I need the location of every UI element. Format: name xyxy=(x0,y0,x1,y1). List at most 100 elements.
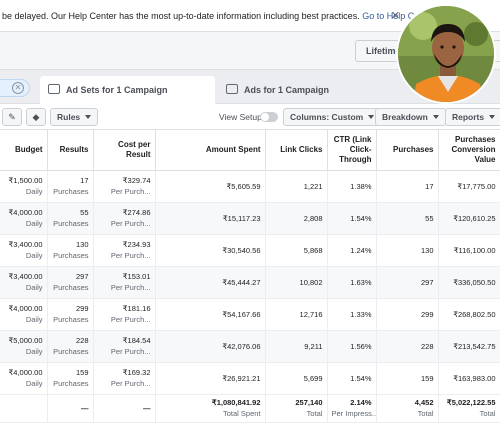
conversion-value-cell: ₹17,775.00 xyxy=(438,170,500,203)
link-clicks-cell-value: 1,221 xyxy=(303,181,323,191)
conversion-value-cell-value: ₹120,610.25 xyxy=(453,213,496,223)
cost-per-result-cell-sub: Per Purch... xyxy=(110,283,151,292)
totals-row: — — ₹1,080,841.92 Total Spent 257,140 Total 2.… xyxy=(0,393,500,423)
total-spent-cell-value: ₹1,080,841.92 xyxy=(211,398,261,407)
breakdown-button[interactable]: Breakdown xyxy=(375,108,446,126)
ctr-cell-value: 1.54% xyxy=(350,213,372,223)
help-center-link[interactable]: Go to Help Center xyxy=(362,11,435,21)
table-row[interactable]: ₹4,000.00 Daily 55 Purchases ₹274.86 Per Purc… xyxy=(0,202,500,235)
link-clicks-cell: 2,808 xyxy=(265,202,328,235)
amount-spent-cell-value: ₹30,540.56 xyxy=(222,245,261,255)
cost-per-result-cell-sub: Per Purch... xyxy=(110,251,151,260)
column-header-cost-per-result[interactable]: Cost per Result xyxy=(93,130,156,171)
ctr-cell: 1.33% xyxy=(327,298,377,331)
results-cell: 17 Purchases xyxy=(47,170,94,203)
view-setup-toggle[interactable] xyxy=(260,112,278,122)
cost-per-result-cell-sub: Per Purch... xyxy=(110,187,151,196)
total-ctr-cell: 2.14% Per Impress... xyxy=(327,393,377,423)
ctr-cell-value: 1.24% xyxy=(350,245,372,255)
total-results-cell: — xyxy=(47,393,94,423)
column-header-amount-spent[interactable]: Amount Spent xyxy=(155,130,266,171)
tab-ad-sets[interactable]: Ad Sets for 1 Campaign xyxy=(40,76,215,104)
budget-cell-value: ₹1,500.00 xyxy=(8,176,43,185)
notice-text: be delayed. Our Help Center has the most… xyxy=(2,11,360,21)
results-cell-value: 17 xyxy=(80,176,89,185)
results-cell: 130 Purchases xyxy=(47,234,94,267)
cost-per-result-cell-value: ₹181.16 xyxy=(122,304,151,313)
amount-spent-cell-value: ₹26,921.21 xyxy=(222,373,261,383)
link-clicks-cell-value: 9,211 xyxy=(304,341,323,351)
clear-filter-icon[interactable]: ✕ xyxy=(12,82,24,94)
table-row[interactable]: ₹5,000.00 Daily 228 Purchases ₹184.54 Per Pur… xyxy=(0,330,500,363)
results-cell-sub: Purchases xyxy=(53,251,89,260)
ctr-cell: 1.54% xyxy=(327,202,377,235)
cost-per-result-cell: ₹181.16 Per Purch... xyxy=(93,298,156,331)
ctr-cell: 1.38% xyxy=(327,170,377,203)
table-row[interactable]: ₹4,000.00 Daily 159 Purchases ₹169.32 Per Pur… xyxy=(0,362,500,395)
cost-per-result-cell: ₹169.32 Per Purch... xyxy=(93,362,156,395)
amount-spent-cell-value: ₹54,167.66 xyxy=(222,309,261,319)
table-row[interactable]: ₹3,400.00 Daily 297 Purchases ₹153.01 Per Pur… xyxy=(0,266,500,299)
close-icon[interactable]: ✕ xyxy=(390,10,400,22)
table-row[interactable]: ₹3,400.00 Daily 130 Purchases ₹234.93 Per Pur… xyxy=(0,234,500,267)
link-clicks-cell-value: 10,802 xyxy=(299,277,323,287)
results-cell: 228 Purchases xyxy=(47,330,94,363)
link-clicks-cell: 1,221 xyxy=(265,170,328,203)
reports-button[interactable]: Reports xyxy=(445,108,500,126)
budget-cell: ₹3,400.00 Daily xyxy=(0,234,48,267)
cost-per-result-cell-value: ₹274.86 xyxy=(122,208,151,217)
amount-spent-cell: ₹30,540.56 xyxy=(155,234,266,267)
results-cell-value: 159 xyxy=(75,368,89,377)
total-clicks-cell-value: 257,140 xyxy=(295,398,323,407)
purchases-cell: 228 xyxy=(376,330,439,363)
column-header-link-clicks[interactable]: Link Clicks xyxy=(265,130,328,171)
ads-icon xyxy=(226,84,238,94)
amount-spent-cell-value: ₹45,444.27 xyxy=(222,277,261,287)
cost-per-result-cell-sub: Per Purch... xyxy=(110,315,151,324)
tag-icon[interactable]: ◆ xyxy=(26,108,46,126)
results-cell: 159 Purchases xyxy=(47,362,94,395)
rules-button[interactable]: Rules xyxy=(50,108,99,126)
budget-cell: ₹4,000.00 Daily xyxy=(0,202,48,235)
total-purchases-cell-value: 4,452 xyxy=(414,398,434,407)
purchases-cell: 17 xyxy=(376,170,439,203)
conversion-value-cell-value: ₹336,050.50 xyxy=(453,277,496,287)
purchases-cell: 130 xyxy=(376,234,439,267)
column-header-budget[interactable]: Budget xyxy=(0,130,48,171)
conversion-value-cell-value: ₹163,983.00 xyxy=(453,373,496,383)
amount-spent-cell: ₹5,605.59 xyxy=(155,170,266,203)
results-cell-sub: Purchases xyxy=(53,283,89,292)
conversion-value-cell: ₹213,542.75 xyxy=(438,330,500,363)
columns-label: Columns: Custom xyxy=(290,112,364,122)
total-purchases-cell: 4,452 Total xyxy=(376,393,439,423)
results-cell: 55 Purchases xyxy=(47,202,94,235)
table-row[interactable]: ₹4,000.00 Daily 299 Purchases ₹181.16 Per Pur… xyxy=(0,298,500,331)
tab-ads[interactable]: Ads for 1 Campaign xyxy=(218,76,418,104)
column-header-purchases[interactable]: Purchases xyxy=(376,130,439,171)
conversion-value-cell: ₹268,802.50 xyxy=(438,298,500,331)
cost-per-result-cell: ₹329.74 Per Purch... xyxy=(93,170,156,203)
conversion-value-cell-value: ₹17,775.00 xyxy=(457,181,496,191)
total-value-cell-value: ₹5,022,122.55 xyxy=(446,398,496,407)
ctr-cell: 1.63% xyxy=(327,266,377,299)
table-row[interactable]: ₹1,500.00 Daily 17 Purchases ₹329.74 Per Purc… xyxy=(0,170,500,203)
edit-icon[interactable]: ✎ xyxy=(2,108,22,126)
link-clicks-cell-value: 5,868 xyxy=(303,245,323,255)
cost-per-result-cell-value: ₹169.32 xyxy=(122,368,151,377)
toolbar: ✎ ◆ Rules View Setup Columns: Custom Bre… xyxy=(0,104,500,130)
purchases-cell: 55 xyxy=(376,202,439,235)
column-header-results[interactable]: Results xyxy=(47,130,94,171)
conversion-value-cell-value: ₹213,542.75 xyxy=(453,341,496,351)
campaign-filter-pill[interactable]: ✕ xyxy=(0,79,30,97)
results-cell-value: 55 xyxy=(80,208,89,217)
column-header-ctr[interactable]: CTR (Link Click-Through xyxy=(327,130,377,171)
link-clicks-cell: 5,699 xyxy=(265,362,328,395)
columns-button[interactable]: Columns: Custom xyxy=(283,108,382,126)
budget-cell-sub: Daily xyxy=(25,315,43,324)
cost-per-result-cell-value: ₹329.74 xyxy=(122,176,151,185)
link-clicks-cell: 9,211 xyxy=(265,330,328,363)
budget-cell: ₹4,000.00 Daily xyxy=(0,298,48,331)
column-header-conversion-value[interactable]: Purchases Conversion Value xyxy=(438,130,500,171)
link-clicks-cell: 5,868 xyxy=(265,234,328,267)
budget-cell-sub: Daily xyxy=(25,219,43,228)
